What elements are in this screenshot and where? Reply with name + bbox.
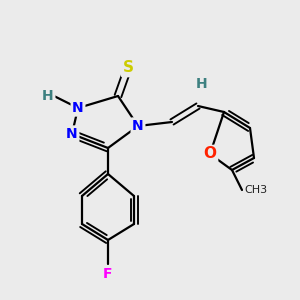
- Text: H: H: [196, 77, 208, 91]
- Text: N: N: [132, 119, 144, 133]
- Text: N: N: [72, 101, 84, 115]
- Text: H: H: [42, 89, 54, 103]
- Text: F: F: [103, 267, 113, 281]
- Text: CH3: CH3: [244, 185, 268, 195]
- Text: S: S: [122, 61, 134, 76]
- Text: O: O: [203, 146, 217, 161]
- Text: N: N: [66, 127, 78, 141]
